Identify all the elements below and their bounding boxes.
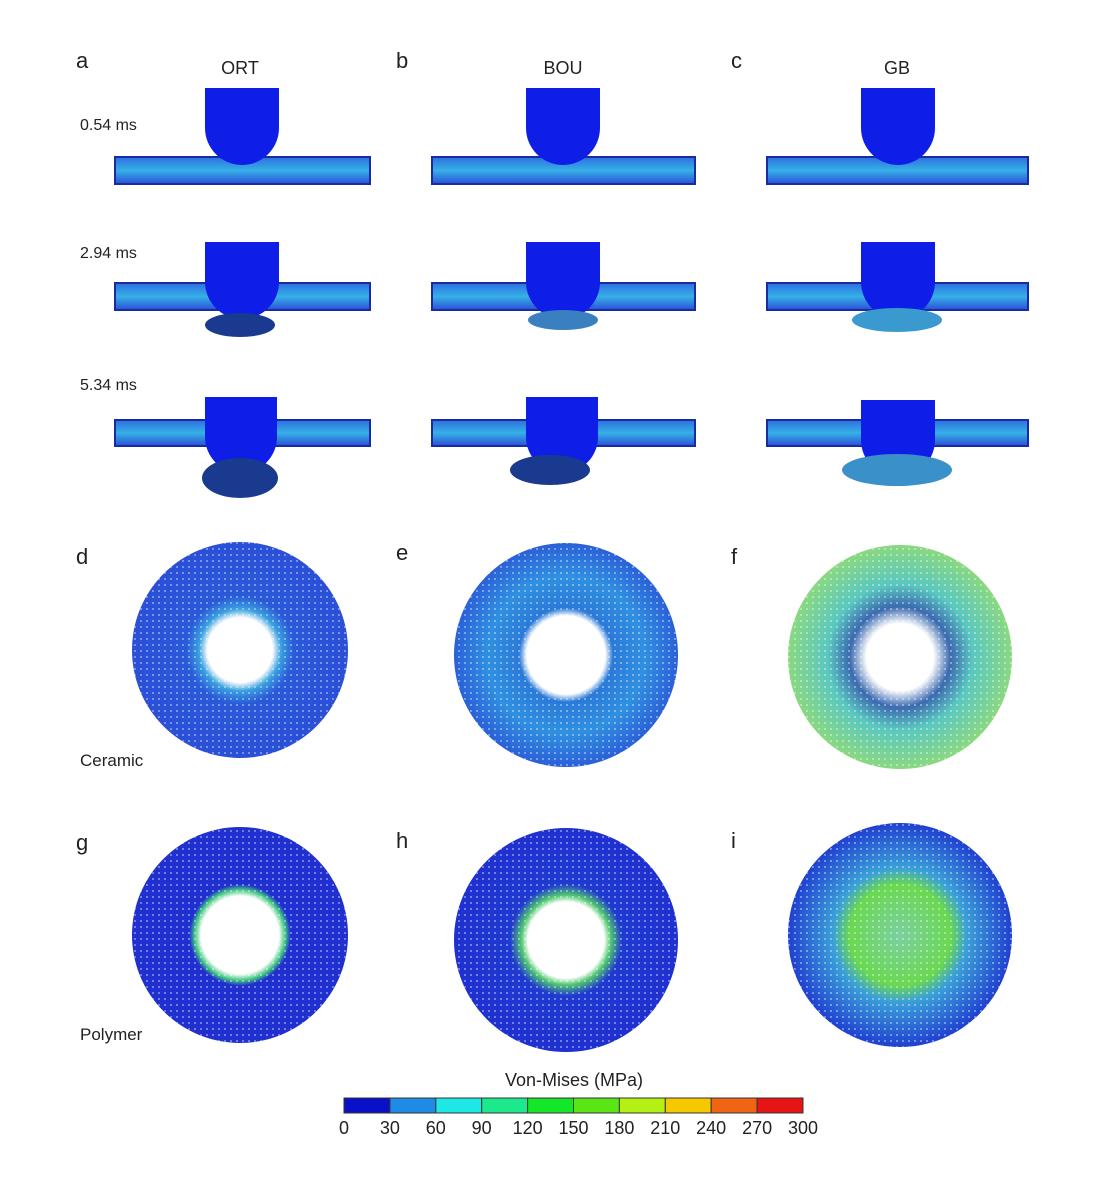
time-label-3: 5.34 ms — [80, 377, 137, 394]
panel-label-f: f — [731, 544, 738, 569]
colorbar-segment — [481, 1097, 529, 1114]
colorbar-segment — [756, 1097, 804, 1114]
panel-label-a: a — [76, 48, 89, 73]
colorbar-segment — [527, 1097, 574, 1114]
colorbar-tick-label: 270 — [742, 1118, 773, 1138]
colorbar-tick-label: 180 — [604, 1118, 635, 1138]
panel-label-e: e — [396, 540, 409, 565]
panel-label-b: b — [396, 48, 409, 73]
colorbar-segment — [435, 1097, 483, 1114]
panel-label-i: i — [731, 828, 736, 853]
time-label-2: 2.94 ms — [80, 245, 137, 262]
material-label-ceramic: Ceramic — [80, 751, 144, 770]
panel-label-h: h — [396, 828, 409, 853]
colorbar — [343, 1097, 804, 1114]
colorbar-tick-label: 30 — [379, 1118, 400, 1138]
colorbar-tick-label: 90 — [471, 1118, 492, 1138]
colorbar-segment — [618, 1097, 666, 1114]
column-title-bou: BOU — [543, 58, 583, 78]
column-title-ort: ORT — [221, 58, 259, 78]
panel-label-c: c — [731, 48, 742, 73]
debris — [202, 308, 952, 498]
panel-label-d: d — [76, 544, 89, 569]
colorbar-title: Von-Mises (MPa) — [504, 1070, 644, 1090]
colorbar-tick-label: 0 — [338, 1118, 350, 1138]
colorbar-tick-label: 240 — [696, 1118, 727, 1138]
colorbar-segment — [664, 1097, 712, 1114]
colorbar-tick-label: 150 — [558, 1118, 589, 1138]
colorbar-tick-label: 300 — [787, 1118, 819, 1138]
colorbar-segment — [573, 1097, 620, 1114]
colorbar-tick-label: 120 — [512, 1118, 543, 1138]
projectiles — [205, 88, 935, 477]
time-label-1: 0.54 ms — [80, 117, 137, 134]
panel-label-g: g — [76, 830, 89, 855]
colorbar-tick-label: 210 — [650, 1118, 681, 1138]
column-title-gb: GB — [883, 58, 911, 78]
colorbar-segment — [710, 1097, 758, 1114]
material-label-polymer: Polymer — [80, 1025, 143, 1044]
colorbar-segment — [389, 1097, 437, 1114]
colorbar-segment — [343, 1097, 391, 1114]
top-view-ceramic — [132, 542, 1012, 769]
colorbar-tick-label: 60 — [425, 1118, 446, 1138]
top-view-polymer — [132, 823, 1012, 1052]
